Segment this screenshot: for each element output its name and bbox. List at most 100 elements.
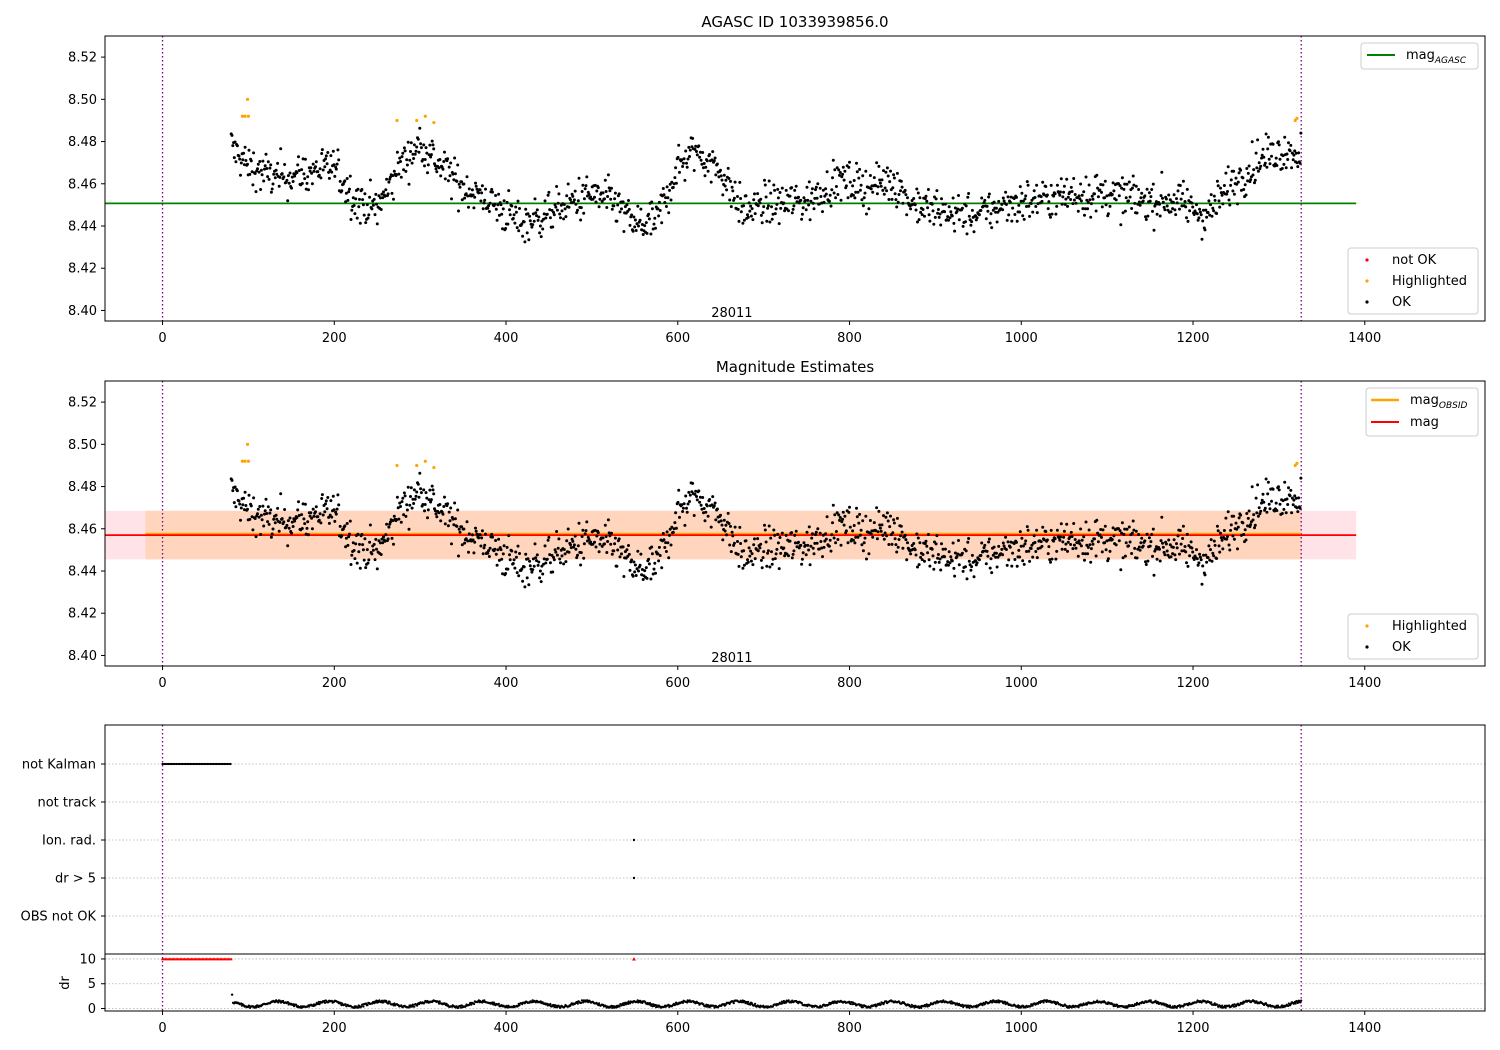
ok-point	[463, 196, 467, 200]
ok-point	[937, 560, 941, 564]
ok-point	[482, 546, 486, 550]
ok-point	[1007, 213, 1011, 217]
ok-point	[501, 227, 504, 231]
ok-point	[817, 547, 821, 551]
ok-point	[1256, 483, 1260, 487]
ok-point	[329, 154, 333, 158]
ok-point	[290, 175, 294, 179]
ok-point	[594, 545, 598, 549]
ok-point	[739, 210, 743, 214]
ok-point	[606, 195, 610, 198]
ok-point	[691, 136, 695, 140]
dr-point	[468, 1003, 471, 1007]
ok-point	[533, 197, 537, 201]
ok-point	[633, 225, 637, 229]
ok-point	[836, 193, 840, 196]
ok-point	[514, 210, 518, 214]
ok-point	[859, 183, 863, 187]
ok-point	[863, 536, 867, 540]
ok-point	[1004, 548, 1008, 551]
ok-point	[1052, 539, 1056, 543]
ok-point	[1055, 204, 1059, 208]
ok-point	[956, 207, 960, 211]
ok-point	[725, 533, 729, 537]
ok-point	[527, 238, 531, 242]
ok-point	[419, 487, 423, 491]
ok-point	[901, 201, 905, 205]
dr-point	[861, 1006, 865, 1009]
ok-point	[1059, 522, 1063, 526]
ok-point	[847, 165, 851, 169]
ok-point	[1198, 552, 1202, 556]
ok-point	[797, 195, 800, 199]
ok-point	[662, 193, 666, 197]
dr-point	[580, 1001, 583, 1004]
ok-point	[277, 529, 281, 533]
xtick-label: 400	[494, 1021, 519, 1036]
ok-point	[537, 215, 541, 219]
ok-point	[266, 520, 270, 524]
ok-point	[1137, 200, 1141, 204]
ok-point	[752, 543, 756, 547]
ok-point	[1088, 198, 1092, 202]
highlighted-point	[243, 459, 247, 463]
ok-point	[1201, 564, 1205, 568]
ok-point	[630, 213, 634, 217]
ok-point	[1039, 540, 1043, 544]
ok-point	[727, 522, 731, 525]
ok-point	[893, 537, 897, 541]
ok-point	[975, 561, 979, 565]
ok-point	[495, 218, 499, 222]
ok-point	[848, 505, 851, 509]
ok-point	[1001, 196, 1005, 200]
ok-point	[822, 200, 826, 204]
ok-point	[243, 490, 247, 494]
ok-point	[916, 536, 920, 540]
ok-point	[448, 174, 452, 178]
ok-point	[904, 193, 908, 197]
ok-point	[842, 178, 846, 182]
ok-point	[1073, 538, 1077, 541]
ok-point	[266, 160, 270, 164]
ok-point	[1258, 167, 1262, 171]
ok-point	[1041, 180, 1045, 184]
ok-point	[237, 499, 241, 503]
dr-point	[382, 1001, 385, 1004]
ok-point	[409, 495, 412, 498]
ok-point	[1174, 558, 1178, 562]
ok-point	[858, 188, 862, 192]
ok-point	[499, 548, 503, 552]
ok-point	[719, 168, 722, 172]
not-kalman-point	[212, 762, 215, 766]
ok-point	[1154, 202, 1158, 206]
ok-point	[272, 172, 276, 176]
ok-point	[890, 542, 894, 546]
ok-point	[665, 530, 669, 534]
ok-point	[1041, 525, 1045, 529]
ok-point	[804, 553, 808, 557]
ok-point	[426, 516, 429, 520]
ok-point	[1005, 218, 1009, 222]
ok-point	[392, 197, 395, 201]
ok-point	[300, 168, 304, 172]
ok-point	[1178, 529, 1182, 532]
ok-point	[531, 568, 535, 572]
ok-point	[1152, 228, 1156, 232]
ok-point	[742, 218, 746, 222]
ok-point	[694, 489, 698, 493]
ok-point	[746, 215, 750, 219]
ok-point	[836, 538, 840, 541]
ok-point	[446, 524, 450, 528]
ok-point	[719, 519, 723, 523]
ok-point	[357, 550, 361, 554]
ok-point	[1018, 555, 1022, 559]
highlighted-point	[1295, 116, 1299, 120]
ok-point	[992, 545, 996, 549]
dr-point	[787, 999, 790, 1002]
ok-point	[833, 513, 837, 517]
ok-point	[1103, 541, 1107, 545]
legend2-ok-marker	[1365, 645, 1369, 649]
ok-point	[895, 205, 899, 209]
ok-point	[615, 564, 619, 568]
